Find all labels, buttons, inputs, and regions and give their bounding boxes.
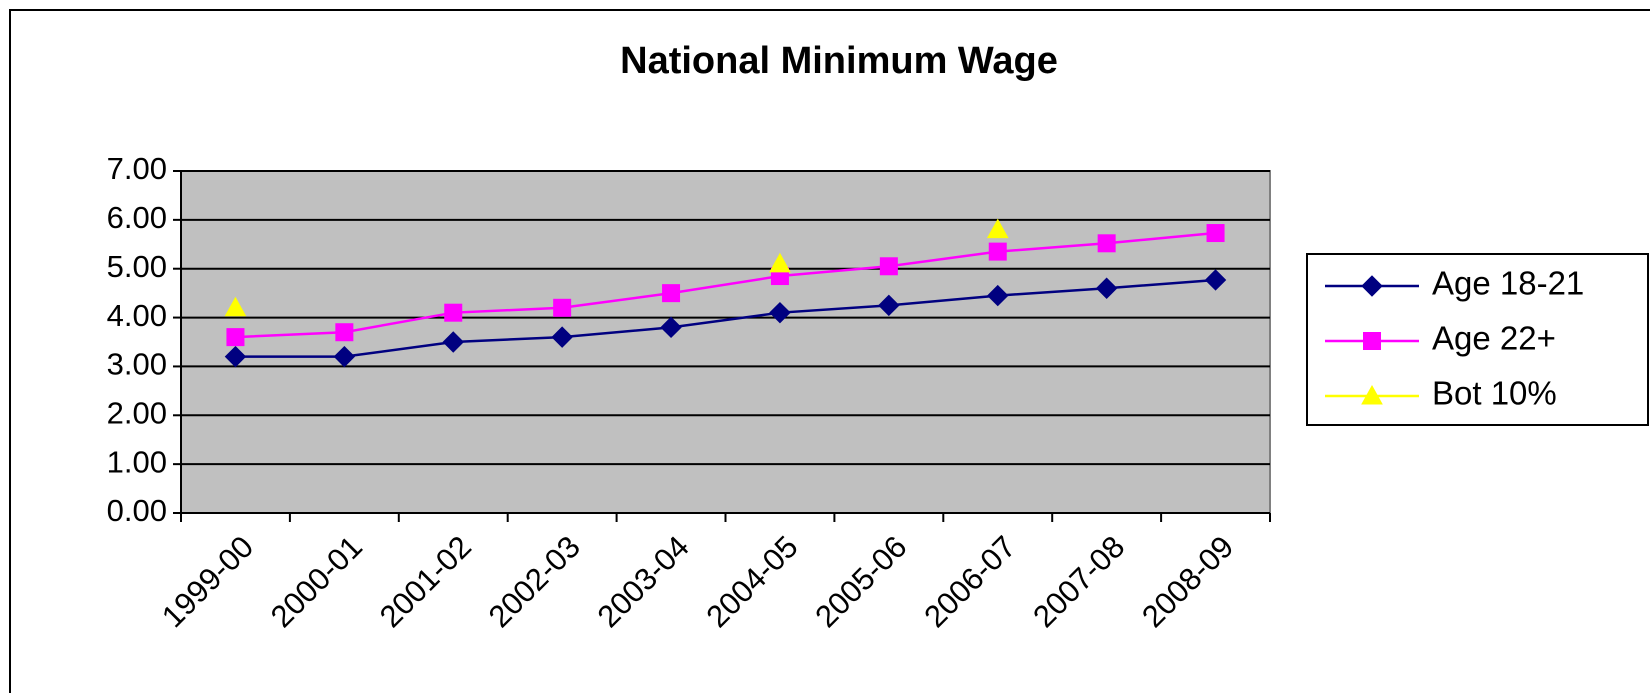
marker [662, 284, 681, 303]
marker [335, 323, 354, 342]
legend-label: Age 22+ [1432, 320, 1556, 357]
marker [879, 257, 898, 276]
marker [333, 345, 356, 368]
marker [769, 301, 791, 324]
series-line [235, 278, 1216, 358]
marker [224, 296, 247, 317]
marker [553, 298, 572, 317]
marker [987, 284, 1009, 307]
y-tick-label: 2.00 [107, 395, 167, 430]
marker [660, 316, 682, 339]
marker [1204, 269, 1227, 291]
plot-area [180, 170, 1271, 514]
chart-title: National Minimum Wage [620, 40, 1058, 82]
marker [769, 252, 791, 273]
marker [1206, 224, 1225, 243]
legend-marker [1363, 332, 1381, 350]
marker [551, 326, 573, 348]
marker [444, 303, 463, 322]
y-tick-label: 6.00 [107, 200, 167, 235]
legend-label: Bot 10% [1432, 375, 1557, 412]
marker [224, 345, 247, 368]
y-tick-label: 4.00 [107, 298, 167, 333]
y-tick-label: 0.00 [107, 493, 167, 528]
legend-marker [1361, 275, 1383, 297]
marker [1095, 277, 1118, 299]
y-tick-label: 3.00 [107, 347, 167, 382]
legend-label: Age 18-21 [1432, 265, 1584, 302]
legend-marker [1361, 384, 1383, 405]
marker [988, 242, 1007, 261]
marker [442, 331, 464, 353]
marker [878, 294, 900, 317]
marker [1097, 234, 1116, 253]
y-tick-label: 5.00 [107, 249, 167, 284]
y-tick-label: 1.00 [107, 444, 167, 479]
y-tick-label: 7.00 [107, 151, 167, 186]
marker [986, 218, 1009, 239]
series-line [235, 231, 1216, 339]
marker [226, 328, 245, 347]
